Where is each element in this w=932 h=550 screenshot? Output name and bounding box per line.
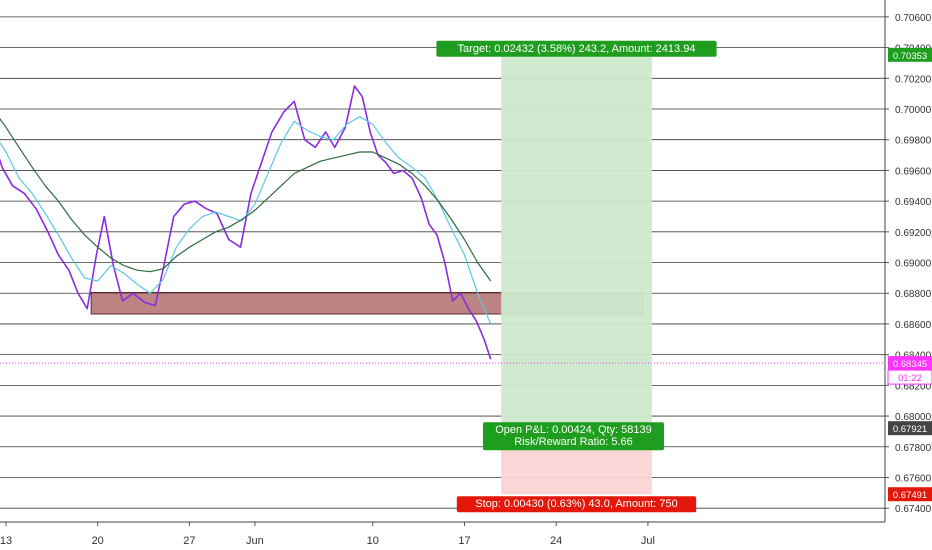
target-label: Target: 0.02432 (3.58%) 243.2, Amount: 2… (436, 40, 717, 57)
series (0, 85, 492, 360)
grid (0, 16, 885, 509)
stop-price-tag-text: 0.67491 (893, 490, 927, 501)
y-tick-label: 0.69600 (895, 166, 932, 177)
stop-label-box (456, 496, 697, 513)
x-tick-label: 20 (92, 535, 104, 547)
countdown-tag: 01:22 (887, 369, 932, 385)
target-price-tag-bg (888, 47, 932, 62)
price-tags: 0.70353 0.68345 01:22 0.67921 0.67491 (887, 47, 932, 502)
pnl-label-text: Risk/Reward Ratio: 5.66 (514, 436, 633, 448)
series-line-fast-moving-average (0, 116, 492, 325)
y-tick-label: 0.68000 (895, 412, 932, 423)
pnl-label: Open P&L: 0.00424, Qty: 58139Risk/Reward… (482, 422, 665, 451)
y-tick-label: 0.69800 (895, 136, 932, 147)
y-tick-label: 0.68200 (895, 381, 932, 392)
x-tick-label: Jul (641, 535, 655, 547)
y-tick-label: 0.67600 (895, 473, 932, 484)
target-label-text: Target: 0.02432 (3.58%) 243.2, Amount: 2… (458, 43, 696, 55)
y-tick-label: 0.70600 (895, 13, 932, 24)
stop-price-tag-bg (888, 487, 932, 502)
y-tick-label: 0.67400 (895, 504, 932, 515)
x-tick-label: 10 (367, 535, 379, 547)
y-tick-label: 0.69400 (895, 197, 932, 208)
stop-price-tag: 0.67491 (888, 487, 932, 502)
target-price-tag-text: 0.70353 (893, 51, 927, 62)
x-tick-label: 13 (0, 535, 12, 547)
x-tick-label: 27 (183, 535, 195, 547)
target-price-tag: 0.70353 (888, 47, 932, 62)
entry-price-tag-text: 0.67921 (893, 424, 927, 435)
x-axis[interactable]: 13 20 27 Jun 10 17 24 Jul (0, 521, 885, 547)
profit-zone[interactable] (501, 54, 652, 429)
y-tick-label: 0.69000 (895, 259, 932, 270)
current-price-tag: 0.68345 (888, 356, 932, 371)
stop-label-text: Stop: 0.00430 (0.63%) 43.0, Amount: 750 (475, 498, 677, 510)
target-label-box (436, 40, 717, 57)
y-tick-label: 0.70200 (895, 74, 932, 85)
y-tick-label: 0.67800 (895, 443, 932, 454)
countdown-tag-text: 01:22 (898, 373, 922, 384)
current-price-tag-bg (888, 356, 932, 371)
y-tick-label: 0.68800 (895, 289, 932, 300)
x-tick-label: 17 (458, 535, 470, 547)
x-tick-label: 24 (550, 535, 562, 547)
stop-label: Stop: 0.00430 (0.63%) 43.0, Amount: 750 (456, 496, 697, 513)
pnl-label-text: Open P&L: 0.00424, Qty: 58139 (495, 424, 652, 436)
series-line-slow-moving-average (0, 117, 492, 282)
y-tick-label: 0.69200 (895, 228, 932, 239)
current-price-tag-text: 0.68345 (893, 359, 927, 370)
y-tick-label: 0.68600 (895, 320, 932, 331)
position-labels: Target: 0.02432 (3.58%) 243.2, Amount: 2… (436, 40, 717, 513)
y-tick-label: 0.70000 (895, 105, 932, 116)
entry-price-tag: 0.67921 (888, 421, 932, 436)
series-line-price (0, 85, 492, 360)
countdown-tag-bg (887, 369, 932, 385)
x-tick-label: Jun (246, 535, 264, 547)
entry-price-tag-bg (888, 421, 932, 436)
pnl-label-box (482, 422, 665, 451)
